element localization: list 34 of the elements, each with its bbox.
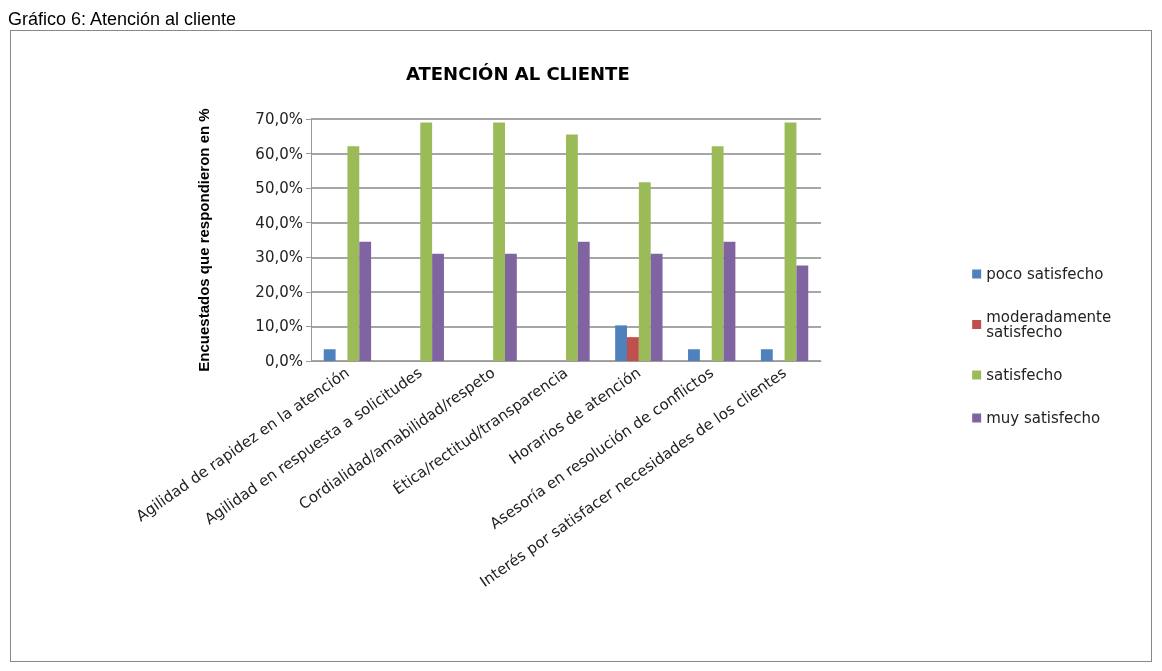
y-tick-label: 30,0% [255, 248, 303, 267]
y-tick-label: 70,0% [255, 110, 303, 128]
bar [566, 134, 578, 361]
bar [650, 253, 663, 361]
bar [347, 146, 360, 361]
bar [711, 146, 724, 361]
bar [359, 241, 372, 361]
y-axis-title: Encuestados que respondieron en % [195, 108, 212, 372]
bar [420, 122, 433, 361]
y-tick-label: 50,0% [255, 179, 303, 198]
legend-label: poco satisfecho [986, 265, 1104, 283]
bar [760, 349, 773, 361]
y-tick-label: 60,0% [255, 144, 303, 163]
bar [723, 241, 736, 361]
bar [784, 122, 797, 361]
bar [796, 265, 809, 361]
legend-label: satisfecho [986, 366, 1063, 384]
text: Gráfico 6: Atención al cliente [8, 8, 238, 30]
bar [615, 325, 628, 361]
bar [638, 182, 651, 361]
bar [688, 349, 700, 361]
y-tick-label: 10,0% [255, 317, 303, 336]
chart-title: ATENCIÓN AL CLIENTE [406, 62, 630, 84]
bar [627, 337, 639, 361]
bar [493, 122, 505, 361]
legend-label: muy satisfecho [986, 409, 1101, 427]
bar [577, 241, 590, 361]
bar [432, 253, 444, 361]
y-tick-label: 40,0% [255, 213, 303, 232]
bar [323, 349, 336, 361]
legend-label: moderadamente satisfecho [986, 308, 1117, 341]
bar [504, 253, 517, 361]
y-tick-label: 20,0% [255, 282, 303, 301]
y-tick-label: 0,0% [264, 352, 303, 370]
